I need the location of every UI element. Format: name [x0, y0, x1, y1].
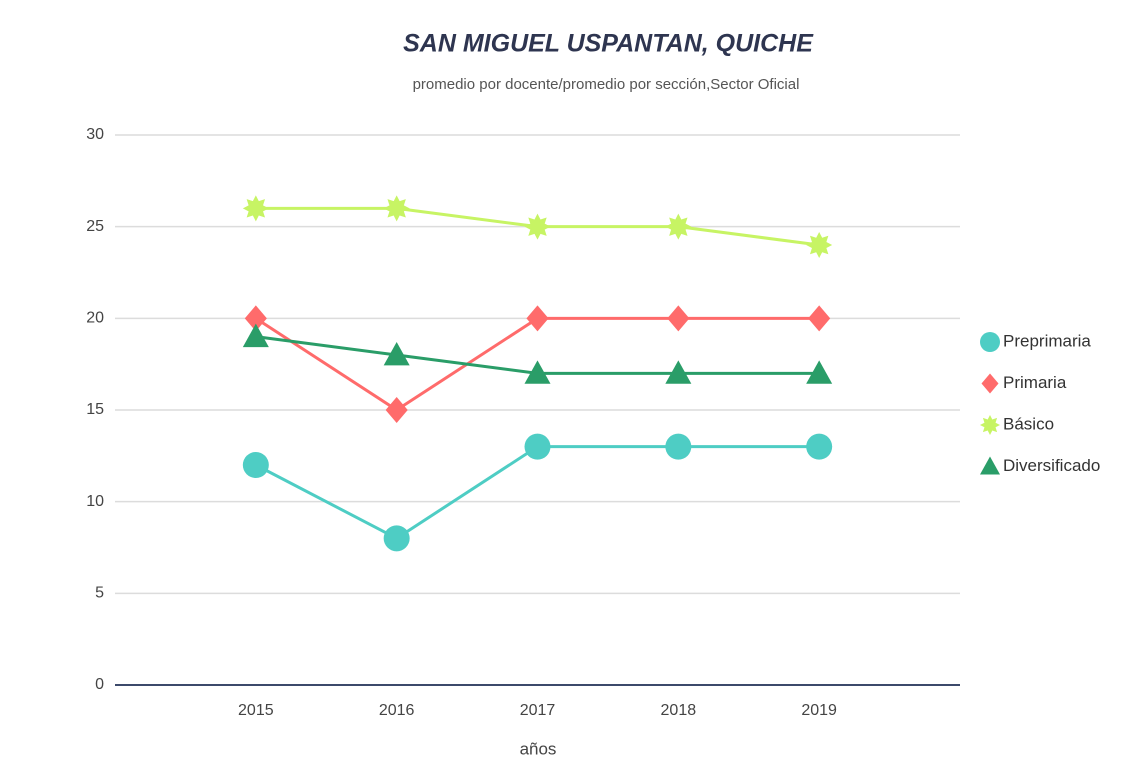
legend-label: Diversificado — [1003, 456, 1100, 475]
data-point — [242, 323, 269, 348]
chart-subtitle: promedio por docente/promedio por secció… — [413, 76, 800, 93]
legend-marker — [980, 415, 1000, 435]
x-tick-label: 2018 — [661, 702, 697, 719]
y-tick-label: 20 — [86, 310, 104, 327]
chart-title: SAN MIGUEL USPANTAN, QUICHE — [403, 30, 814, 58]
y-tick-label: 0 — [95, 676, 104, 693]
data-point — [244, 305, 267, 332]
series-line — [255, 445, 820, 541]
x-tick-label: 2017 — [520, 702, 556, 719]
y-tick-label: 15 — [86, 401, 104, 418]
legend-marker — [980, 332, 1000, 352]
legend-label: Primaria — [1003, 373, 1067, 392]
data-point — [383, 525, 410, 552]
data-point — [524, 360, 551, 384]
data-point — [665, 433, 692, 460]
data-point — [806, 360, 833, 384]
y-tick-label: 10 — [86, 493, 104, 510]
data-point — [526, 305, 549, 332]
data-point — [242, 452, 269, 478]
data-point — [524, 213, 551, 240]
data-point — [665, 213, 692, 240]
legend-marker — [981, 373, 999, 394]
y-tick-label: 5 — [95, 585, 104, 602]
x-tick-label: 2016 — [379, 702, 415, 719]
legend-marker — [980, 456, 1000, 475]
data-point — [806, 232, 833, 258]
x-axis-label: años — [520, 739, 557, 758]
y-tick-label: 25 — [86, 218, 104, 235]
x-tick-label: 2015 — [238, 702, 274, 719]
data-point — [242, 195, 269, 222]
data-point — [667, 305, 690, 332]
data-point — [806, 433, 833, 460]
data-point — [383, 342, 410, 366]
data-point — [524, 433, 551, 460]
data-point — [665, 360, 692, 384]
legend-label: Básico — [1003, 414, 1054, 433]
y-tick-label: 30 — [86, 126, 104, 143]
data-point — [808, 305, 831, 332]
x-tick-label: 2019 — [801, 702, 837, 719]
data-point — [385, 397, 408, 423]
legend-label: Preprimaria — [1003, 331, 1091, 350]
data-point — [383, 195, 410, 222]
